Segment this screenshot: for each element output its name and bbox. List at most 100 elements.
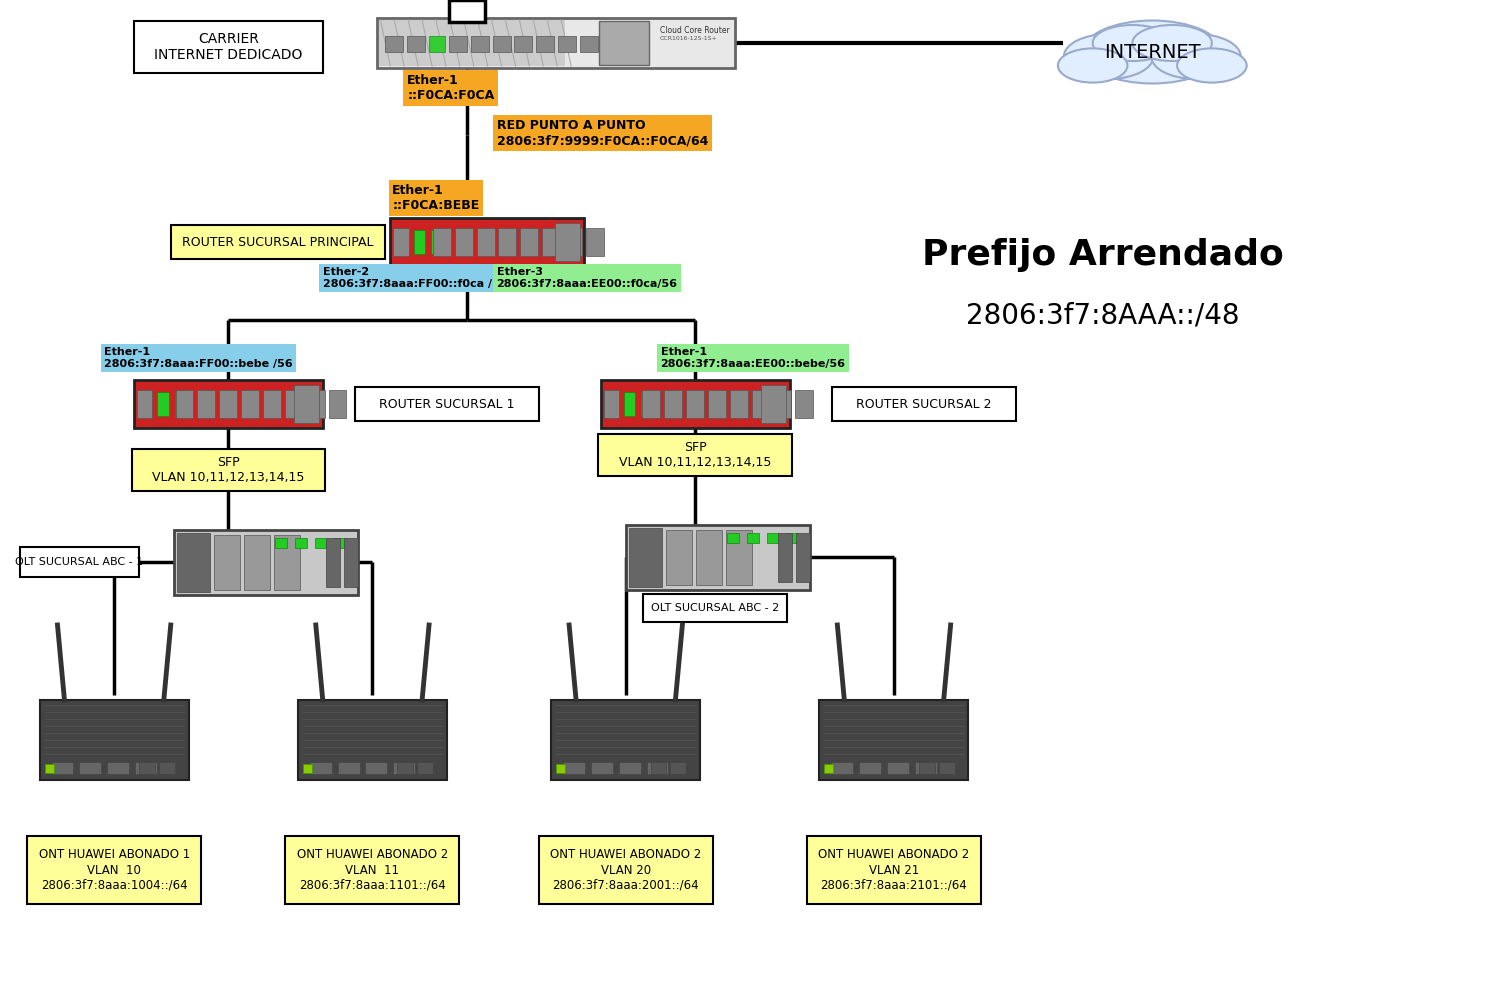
Bar [831,762,854,774]
Ellipse shape [1152,34,1240,79]
Bar [730,390,748,419]
Bar [244,535,270,590]
Text: Ether-3
2806:3f7:8aaa:EE00::f0ca/56: Ether-3 2806:3f7:8aaa:EE00::f0ca/56 [496,268,678,289]
Bar [598,21,650,65]
Bar [520,227,538,257]
Bar [628,528,662,587]
Bar [386,35,404,51]
Ellipse shape [1132,25,1212,61]
Ellipse shape [1092,25,1172,61]
Bar [626,525,810,590]
Bar [27,836,201,904]
Bar [859,762,880,774]
Bar [390,218,584,266]
Text: Ether-1
::F0CA:F0CA: Ether-1 ::F0CA:F0CA [406,74,495,102]
Text: Cloud Core Router: Cloud Core Router [660,26,729,35]
Bar [471,35,489,51]
Bar [429,35,445,51]
Bar [762,385,786,423]
Bar [140,762,154,774]
Bar [795,390,813,419]
Text: CARRIER
INTERNET DEDICADO: CARRIER INTERNET DEDICADO [154,32,303,62]
Text: Ether-1
::F0CA:BEBE: Ether-1 ::F0CA:BEBE [393,184,480,212]
Bar [171,225,386,259]
Bar [807,836,981,904]
Bar [498,227,516,257]
Text: ONT HUAWEI ABONADO 2
VLAN 20
2806:3f7:8aaa:2001::/64: ONT HUAWEI ABONADO 2 VLAN 20 2806:3f7:8a… [550,849,702,892]
Bar [156,392,168,416]
Bar [327,538,340,587]
Bar [262,390,280,419]
Bar [432,230,444,254]
Bar [380,20,566,66]
Bar [356,387,538,421]
Bar [556,764,566,773]
Ellipse shape [1083,20,1222,83]
Bar [833,387,1016,421]
Bar [819,700,969,780]
Bar [939,762,954,774]
Text: SFP
VLAN 10,11,12,13,14,15: SFP VLAN 10,11,12,13,14,15 [152,456,304,484]
Bar [298,700,447,780]
Text: ROUTER SUCURSAL 1: ROUTER SUCURSAL 1 [380,398,514,411]
Bar [591,762,613,774]
Bar [285,836,459,904]
Bar [644,594,788,622]
Text: ONT HUAWEI ABONADO 1
VLAN  10
2806:3f7:8aaa:1004::/64: ONT HUAWEI ABONADO 1 VLAN 10 2806:3f7:8a… [39,849,190,892]
Bar [562,762,585,774]
Text: ROUTER SUCURSAL 2: ROUTER SUCURSAL 2 [856,398,992,411]
Bar [378,18,735,68]
Text: SFP
VLAN 10,11,12,13,14,15: SFP VLAN 10,11,12,13,14,15 [620,441,771,469]
Bar [198,390,216,419]
Bar [752,390,770,419]
Ellipse shape [1058,48,1128,82]
Bar [651,762,666,774]
Bar [542,227,560,257]
Text: Prefijo Arrendado: Prefijo Arrendado [921,238,1284,272]
Bar [708,390,726,419]
Bar [176,390,194,419]
Bar [174,530,357,595]
Bar [915,762,936,774]
Bar [214,535,240,590]
Bar [135,762,158,774]
Bar [136,390,152,419]
Bar [670,762,687,774]
Bar [550,700,700,780]
Bar [766,533,778,543]
Bar [39,700,189,780]
Bar [294,385,320,423]
Bar [219,390,237,419]
Bar [448,0,484,22]
Text: ONT HUAWEI ABONADO 2
VLAN  11
2806:3f7:8aaa:1101::/64: ONT HUAWEI ABONADO 2 VLAN 11 2806:3f7:8a… [297,849,448,892]
Bar [134,21,322,73]
Bar [303,764,312,773]
Bar [558,35,576,51]
Bar [51,762,74,774]
Bar [106,762,129,774]
Bar [344,538,358,587]
Bar [642,392,654,416]
Bar [642,390,660,419]
Bar [414,230,426,254]
Bar [477,227,495,257]
Ellipse shape [1178,48,1246,82]
Bar [174,392,186,416]
Text: ONT HUAWEI ABONADO 2
VLAN 21
2806:3f7:8aaa:2101::/64: ONT HUAWEI ABONADO 2 VLAN 21 2806:3f7:8a… [819,849,969,892]
Bar [393,227,410,257]
Text: 2806:3f7:8AAA::/48: 2806:3f7:8AAA::/48 [966,301,1239,329]
Text: OLT SUCURSAL ABC - 2: OLT SUCURSAL ABC - 2 [651,603,780,613]
Bar [20,547,140,577]
Bar [555,222,580,262]
Ellipse shape [1064,34,1154,79]
Bar [433,227,451,257]
Text: ROUTER SUCURSAL PRINCIPAL: ROUTER SUCURSAL PRINCIPAL [183,235,374,248]
Bar [664,390,682,419]
Bar [586,227,604,257]
Bar [454,227,472,257]
Bar [274,535,300,590]
Bar [285,390,303,419]
Bar [398,762,412,774]
Bar [492,35,510,51]
Bar [726,530,752,585]
